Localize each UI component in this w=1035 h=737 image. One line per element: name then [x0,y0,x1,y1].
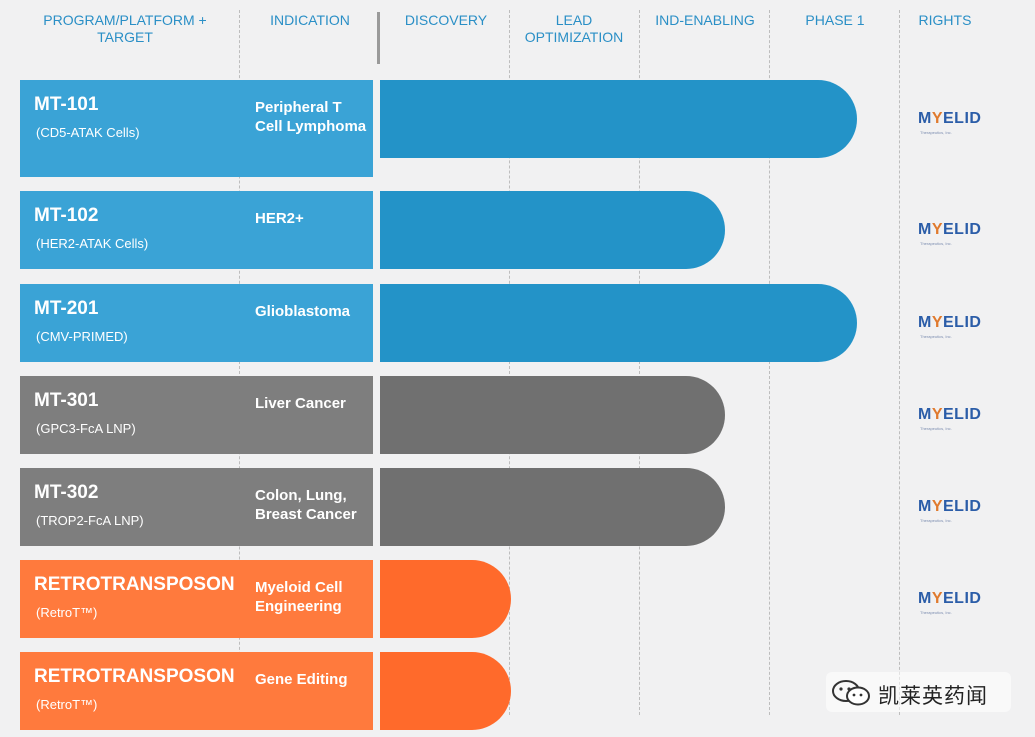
myeloid-logo: MYELID Therapeutics, Inc. [918,406,982,431]
watermark-text: 凯莱英药闻 [878,685,988,708]
myeloid-logo: MYELID Therapeutics, Inc. [918,590,982,615]
progress-bar [380,376,725,454]
divider-phase1 [899,10,900,715]
progress-bar [380,191,725,269]
wechat-icon [832,680,870,706]
program-target: (HER2-ATAK Cells) [36,236,149,251]
program-name: RETROTRANSPOSON [34,574,235,595]
progress-bar [380,652,511,730]
divider-indication [239,10,240,715]
program-target: (CMV-PRIMED) [36,329,128,344]
program-label-box: MT-102 (HER2-ATAK Cells) HER2+ [20,191,373,269]
program-label-box: RETROTRANSPOSON (RetroT™) Myeloid Cell Eng… [20,560,373,638]
program-label-box: RETROTRANSPOSON (RetroT™) Gene Editing [20,652,373,730]
myeloid-logo: MYELID Therapeutics, Inc. [918,314,982,339]
header-program: PROGRAM/PLATFORM + TARGET [43,12,207,45]
divider-discovery [509,10,510,715]
header-discovery: DISCOVERY [404,12,488,28]
progress-bar [380,284,857,362]
program-name: RETROTRANSPOSON [34,666,235,687]
program-indication: Peripheral T Cell Lymphoma [255,99,367,135]
myeloid-logo: MYELID Therapeutics, Inc. [918,498,982,523]
program-indication: Glioblastoma [255,303,351,320]
program-name: MT-301 [34,390,99,411]
header-ind: IND-ENABLING [655,12,755,28]
watermark: 凯莱英药闻 [826,672,1011,712]
progress-bar [380,468,725,546]
program-indication: Gene Editing [255,671,348,688]
myeloid-logo: MYELID Therapeutics, Inc. [918,221,982,246]
program-label-box: MT-201 (CMV-PRIMED) Glioblastoma [20,284,373,362]
program-name: MT-102 [34,205,99,226]
program-name: MT-302 [34,482,99,503]
program-target: (RetroT™) [36,605,98,620]
program-label-box: MT-301 (GPC3-FcA LNP) Liver Cancer [20,376,373,454]
divider-lead [639,10,640,715]
divider-solid [377,12,380,64]
program-indication: Myeloid Cell Engineering [255,579,343,615]
header-indication: INDICATION [270,12,350,28]
program-label-box: MT-302 (TROP2-FcA LNP) Colon, Lung, Breast… [20,468,373,546]
program-indication: Colon, Lung, Breast Cancer [255,487,357,523]
header-lead: LEAD OPTIMIZATION [524,12,624,45]
header-rights: RIGHTS [918,12,972,28]
program-target: (GPC3-FcA LNP) [36,421,136,436]
program-target: (TROP2-FcA LNP) [36,513,144,528]
progress-bar [380,80,857,158]
divider-ind [769,10,770,715]
program-indication: HER2+ [255,210,304,227]
program-name: MT-201 [34,298,99,319]
progress-bar [380,560,511,638]
program-indication: Liver Cancer [255,395,346,412]
program-target: (CD5-ATAK Cells) [36,125,140,140]
program-name: MT-101 [34,94,99,115]
program-target: (RetroT™) [36,697,98,712]
header-phase1: PHASE 1 [805,12,865,28]
myeloid-logo: MYELID Therapeutics, Inc. [918,110,982,135]
program-label-box: MT-101 (CD5-ATAK Cells) Peripheral T Cell … [20,80,373,177]
